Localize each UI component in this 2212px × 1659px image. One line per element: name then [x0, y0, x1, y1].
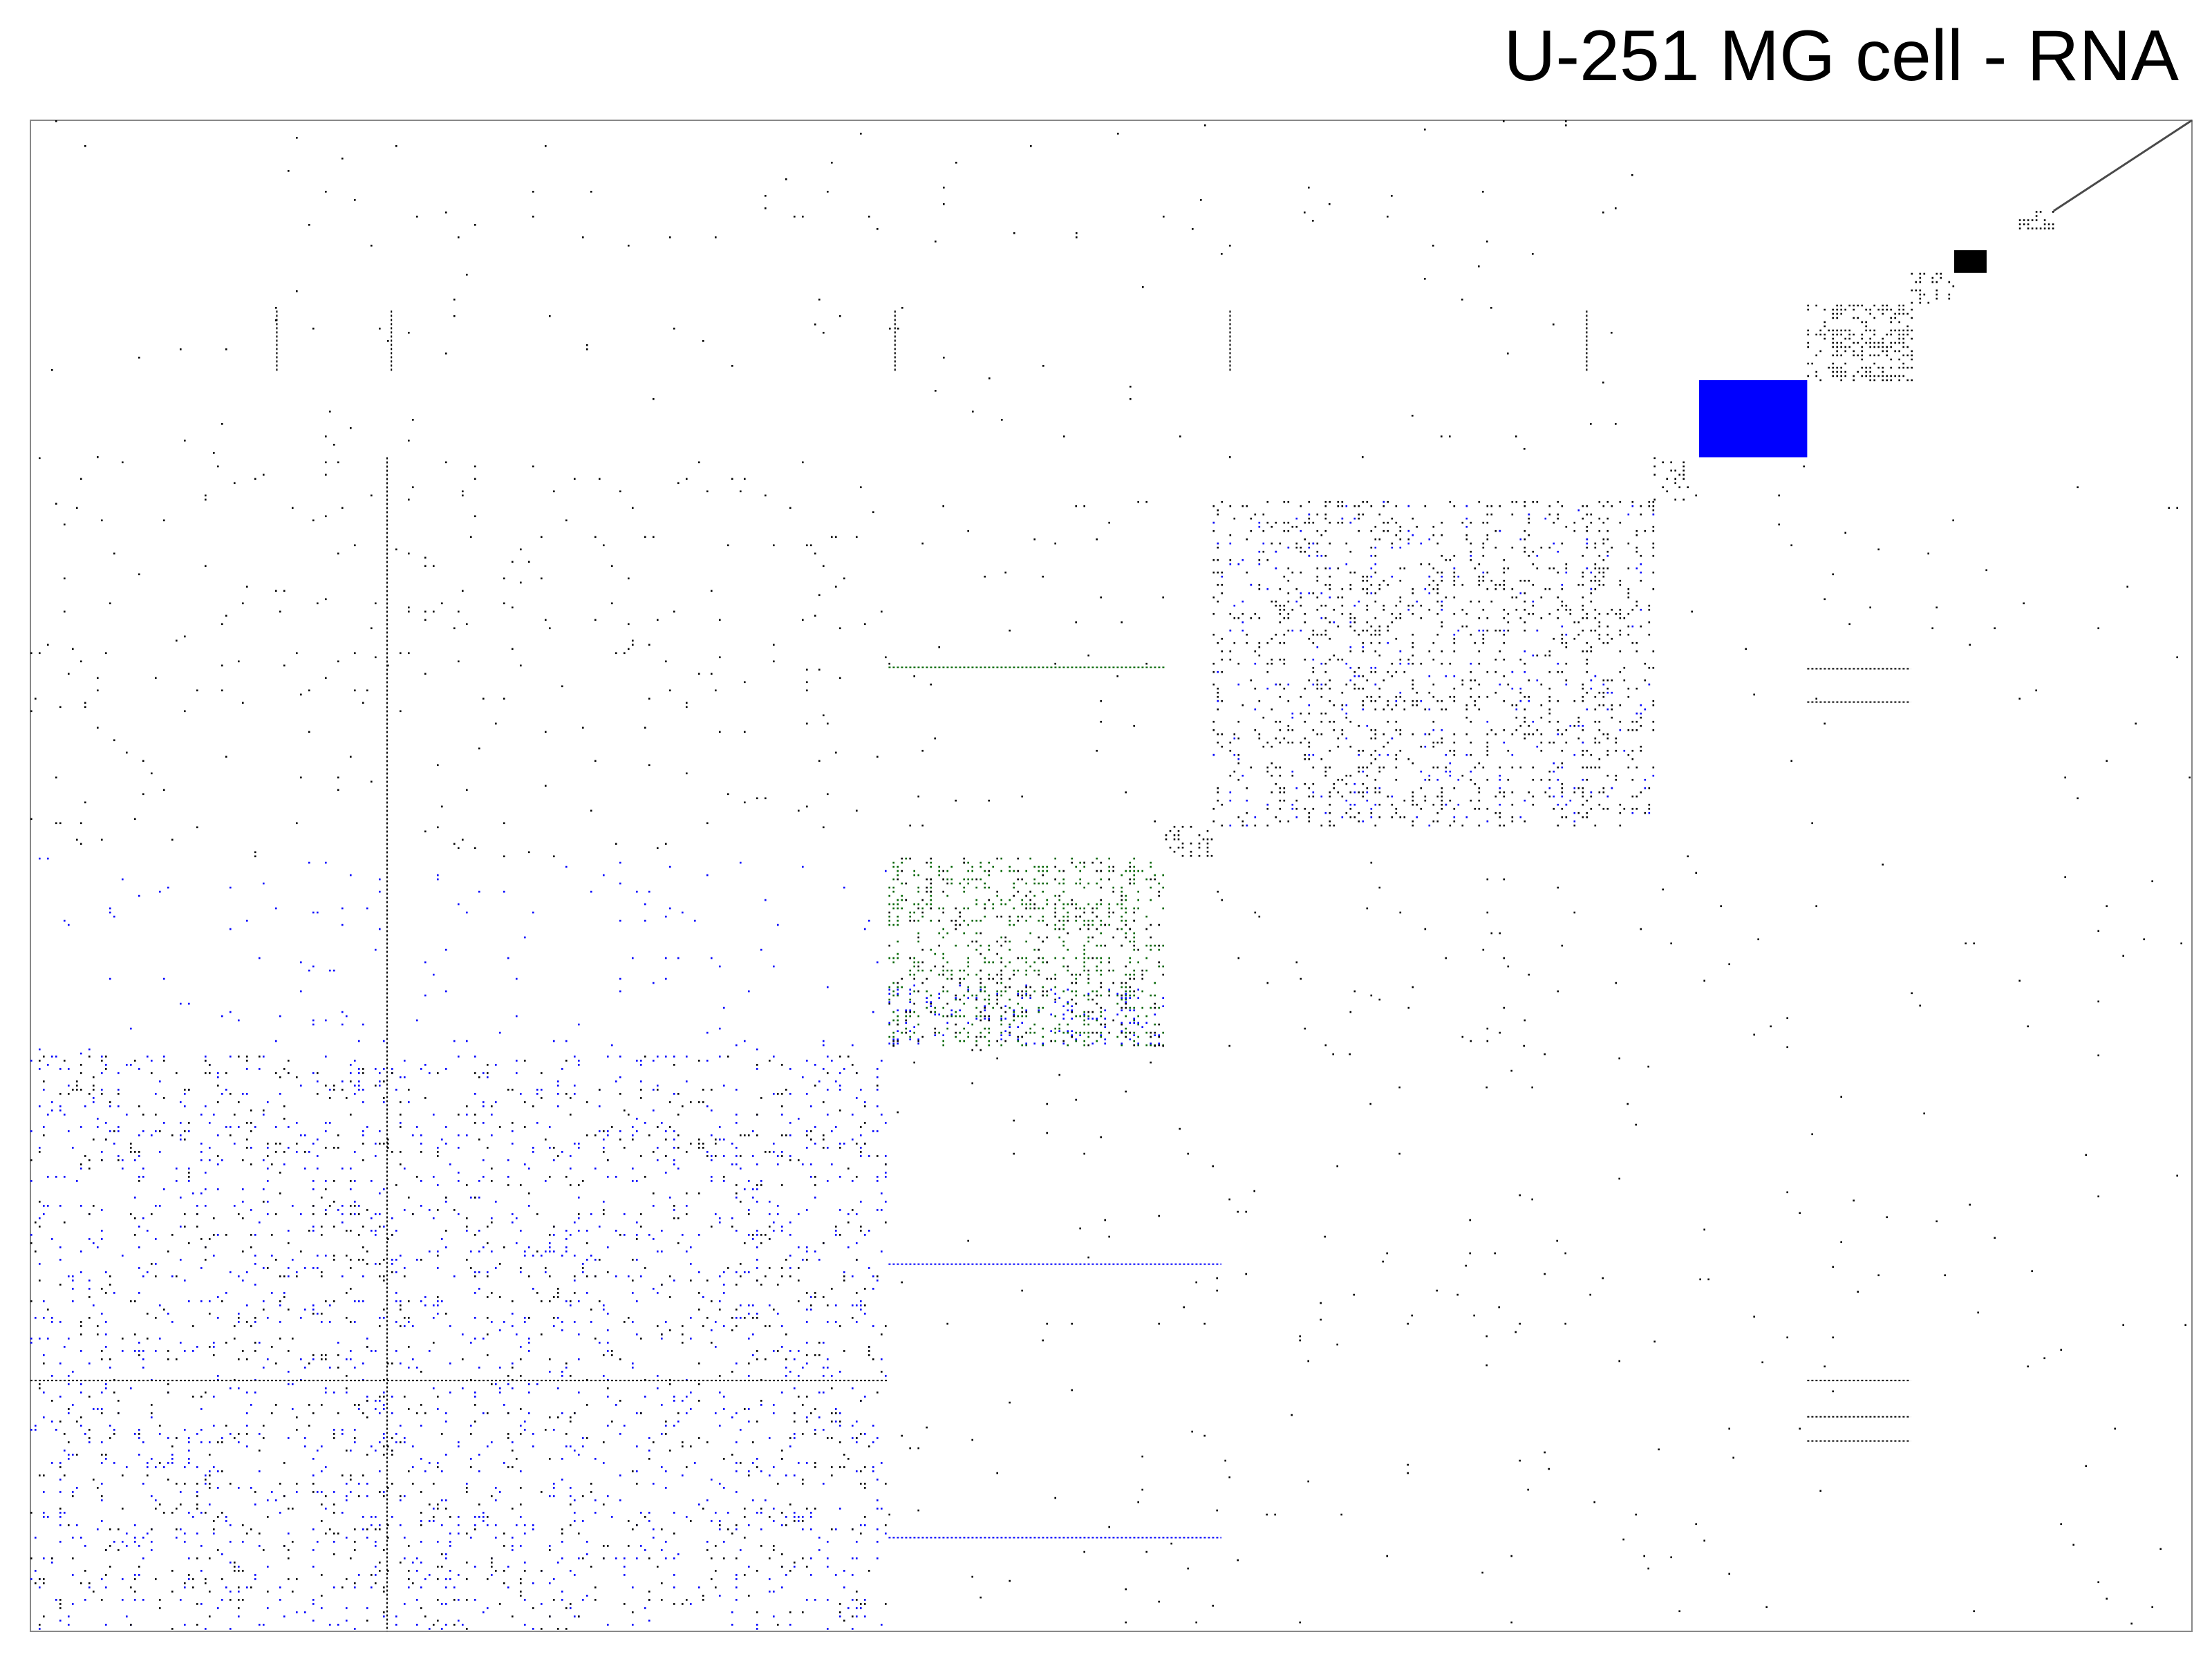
heatmap-block-14	[30, 457, 887, 858]
heatmap-block-15	[39, 857, 887, 1055]
heatmap-block-6	[1212, 500, 1655, 827]
heatmap-block-10	[2018, 211, 2054, 229]
heatmap-block-9	[1954, 250, 1987, 273]
heatmap-block-2	[888, 857, 1164, 1047]
heatmap-block-3	[888, 857, 1164, 1047]
plot-frame	[30, 120, 2193, 1632]
heatmap-block-20	[51, 120, 1633, 458]
heatmap-marks	[30, 119, 2193, 1631]
chart-title: U-251 MG cell - RNA	[1503, 16, 2179, 96]
heatmap-block-4	[888, 984, 1164, 1044]
heatmap-block-7	[1699, 379, 1808, 458]
heatmap-block-0	[30, 1056, 887, 1630]
heatmap-block-19	[1653, 465, 2191, 1625]
heatmap-block-11	[1165, 825, 1213, 857]
heatmap-block-5	[1212, 500, 1655, 827]
heatmap-diagonal	[2053, 119, 2193, 212]
heatmap-block-13	[1911, 272, 1955, 304]
heatmap-block-16	[888, 1044, 1649, 1624]
heatmap-block-18	[888, 500, 1164, 827]
heatmap-block-8	[1807, 304, 1913, 382]
heatmap-block-12	[1653, 457, 1697, 501]
heatmap-block-17	[1217, 861, 1642, 1047]
heatmap-block-1	[30, 1056, 887, 1630]
